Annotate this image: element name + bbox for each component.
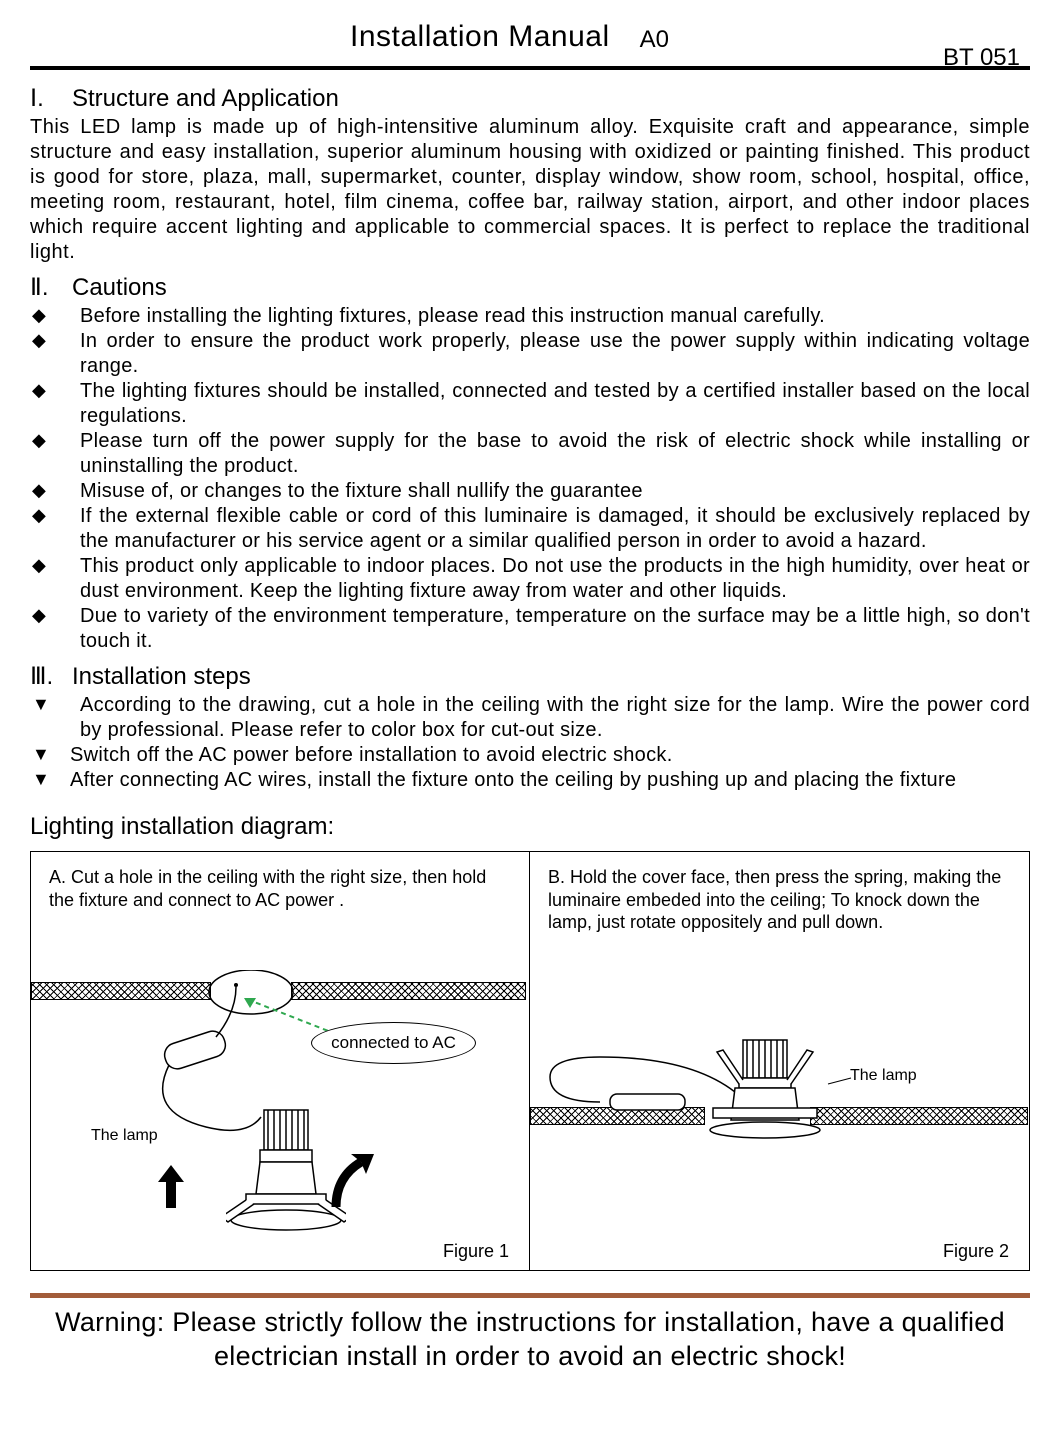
cautions-list: Before installing the lighting fixtures,… <box>30 304 1030 654</box>
list-item: Please turn off the power supply for the… <box>30 429 1030 479</box>
figure2-label: Figure 2 <box>943 1241 1009 1262</box>
lamp-label-b: The lamp <box>850 1067 917 1085</box>
list-item: This product only applicable to indoor p… <box>30 554 1030 604</box>
section2-heading: Ⅱ.Cautions <box>30 273 1030 302</box>
arrow-up-icon <box>156 1160 196 1215</box>
diagram-panel-b: B. Hold the cover face, then press the s… <box>530 852 1029 1270</box>
diagram-title: Lighting installation diagram: <box>30 813 1030 841</box>
section1-body: This LED lamp is made up of high-intensi… <box>30 115 1030 265</box>
warning-text: Warning: Please strictly follow the inst… <box>30 1304 1030 1376</box>
bubble-connected-ac: connected to AC <box>311 1022 476 1064</box>
doc-code: BT 051 <box>943 44 1020 72</box>
panel-b-text: B. Hold the cover face, then press the s… <box>548 866 1011 934</box>
list-item: Due to variety of the environment temper… <box>30 604 1030 654</box>
list-item: Misuse of, or changes to the fixture sha… <box>30 479 1030 504</box>
list-item: Switch off the AC power before installat… <box>30 743 1030 768</box>
doc-revision: A0 <box>640 26 669 54</box>
arrow-curve-icon <box>326 1152 386 1222</box>
doc-title: Installation Manual <box>350 20 610 54</box>
ceiling-b-right <box>810 1107 1028 1125</box>
diagram: A. Cut a hole in the ceiling with the ri… <box>30 851 1030 1271</box>
list-item: The lighting fixtures should be installe… <box>30 379 1030 429</box>
lamp-label-a: The lamp <box>91 1127 158 1145</box>
header: Installation Manual A0 BT 051 <box>30 20 1030 60</box>
steps-list: According to the drawing, cut a hole in … <box>30 693 1030 793</box>
warning-rule <box>30 1293 1030 1298</box>
list-item: In order to ensure the product work prop… <box>30 329 1030 379</box>
pointer-line <box>826 1070 856 1090</box>
list-item: After connecting AC wires, install the f… <box>30 768 1030 793</box>
list-item: According to the drawing, cut a hole in … <box>30 693 1030 743</box>
section1-heading: Ⅰ.Structure and Application <box>30 84 1030 113</box>
diagram-panel-a: A. Cut a hole in the ceiling with the ri… <box>31 852 530 1270</box>
section3-heading: Ⅲ.Installation steps <box>30 662 1030 691</box>
lamp-installed-icon <box>705 1032 825 1142</box>
figure1-label: Figure 1 <box>443 1241 509 1262</box>
header-rule <box>30 66 1030 70</box>
list-item: If the external flexible cable or cord o… <box>30 504 1030 554</box>
panel-a-text: A. Cut a hole in the ceiling with the ri… <box>49 866 511 911</box>
list-item: Before installing the lighting fixtures,… <box>30 304 1030 329</box>
